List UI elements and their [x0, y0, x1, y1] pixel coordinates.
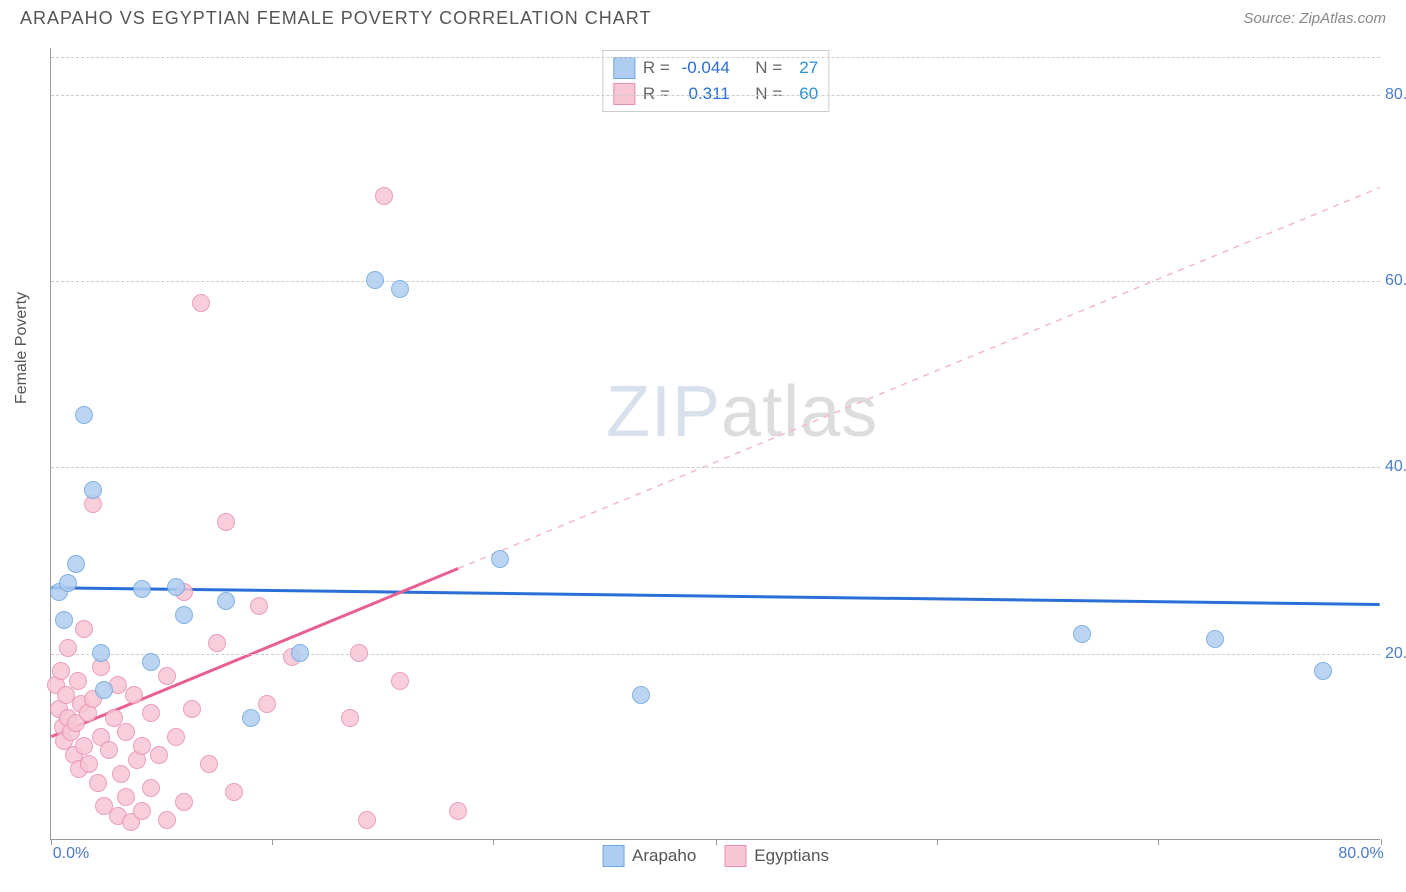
scatter-point — [175, 606, 193, 624]
scatter-point — [250, 597, 268, 615]
scatter-point — [117, 723, 135, 741]
y-tick-label: 20.0% — [1385, 645, 1406, 663]
scatter-point — [1206, 630, 1224, 648]
scatter-point — [366, 271, 384, 289]
scatter-point — [258, 695, 276, 713]
legend-swatch — [602, 845, 624, 867]
scatter-point — [150, 746, 168, 764]
scatter-point — [167, 578, 185, 596]
scatter-point — [59, 639, 77, 657]
legend-swatch — [613, 57, 635, 79]
scatter-point — [291, 644, 309, 662]
y-tick-label: 80.0% — [1385, 86, 1406, 104]
x-tick-mark — [1158, 839, 1159, 845]
scatter-point — [100, 741, 118, 759]
scatter-point — [133, 737, 151, 755]
scatter-point — [158, 667, 176, 685]
r-label: R = — [643, 58, 670, 78]
scatter-point — [55, 611, 73, 629]
scatter-point — [1073, 625, 1091, 643]
y-tick-label: 60.0% — [1385, 272, 1406, 290]
scatter-point — [350, 644, 368, 662]
scatter-point — [225, 783, 243, 801]
scatter-point — [133, 580, 151, 598]
legend-swatch — [724, 845, 746, 867]
scatter-point — [75, 620, 93, 638]
scatter-point — [142, 653, 160, 671]
gridline — [51, 57, 1380, 58]
chart-title: ARAPAHO VS EGYPTIAN FEMALE POVERTY CORRE… — [20, 8, 651, 29]
scatter-point — [242, 709, 260, 727]
scatter-point — [59, 574, 77, 592]
x-tick-mark — [493, 839, 494, 845]
scatter-point — [391, 672, 409, 690]
r-value: -0.044 — [678, 58, 730, 78]
gridline — [51, 281, 1380, 282]
watermark: ZIPatlas — [606, 371, 878, 453]
n-label: N = — [755, 58, 782, 78]
scatter-point — [142, 704, 160, 722]
legend-item: Egyptians — [724, 845, 829, 867]
stats-legend-row: R = -0.044 N = 27 — [613, 55, 818, 81]
stats-legend: R =-0.044 N =27R =0.311 N =60 — [602, 50, 829, 112]
scatter-point — [69, 672, 87, 690]
scatter-point — [75, 737, 93, 755]
legend-label: Egyptians — [754, 846, 829, 866]
y-axis-label: Female Poverty — [13, 291, 31, 403]
scatter-point — [142, 779, 160, 797]
y-tick-label: 40.0% — [1385, 458, 1406, 476]
scatter-point — [341, 709, 359, 727]
scatter-point — [391, 280, 409, 298]
scatter-point — [208, 634, 226, 652]
scatter-point — [1314, 662, 1332, 680]
n-value: 27 — [790, 58, 818, 78]
x-tick-mark — [716, 839, 717, 845]
scatter-point — [183, 700, 201, 718]
scatter-point — [52, 662, 70, 680]
scatter-point — [217, 513, 235, 531]
scatter-point — [449, 802, 467, 820]
x-tick-mark — [272, 839, 273, 845]
scatter-point — [89, 774, 107, 792]
scatter-point — [80, 755, 98, 773]
series-legend: Arapaho Egyptians — [602, 845, 829, 867]
scatter-point — [217, 592, 235, 610]
gridline — [51, 467, 1380, 468]
x-tick-mark — [937, 839, 938, 845]
scatter-point — [158, 811, 176, 829]
scatter-point — [375, 187, 393, 205]
gridline — [51, 95, 1380, 96]
chart-plot-area: Female Poverty ZIPatlas R =-0.044 N =27R… — [50, 48, 1380, 840]
scatter-point — [95, 681, 113, 699]
scatter-point — [491, 550, 509, 568]
scatter-point — [167, 728, 185, 746]
scatter-point — [133, 802, 151, 820]
source-label: Source: ZipAtlas.com — [1243, 10, 1386, 27]
scatter-point — [84, 481, 102, 499]
scatter-point — [67, 555, 85, 573]
legend-item: Arapaho — [602, 845, 696, 867]
scatter-point — [125, 686, 143, 704]
x-tick-label: 0.0% — [53, 845, 89, 863]
scatter-point — [175, 793, 193, 811]
scatter-point — [192, 294, 210, 312]
legend-label: Arapaho — [632, 846, 696, 866]
x-tick-label: 80.0% — [1338, 845, 1383, 863]
gridline — [51, 654, 1380, 655]
scatter-point — [75, 406, 93, 424]
scatter-point — [117, 788, 135, 806]
scatter-point — [92, 644, 110, 662]
scatter-point — [632, 686, 650, 704]
scatter-point — [358, 811, 376, 829]
scatter-point — [200, 755, 218, 773]
scatter-point — [112, 765, 130, 783]
